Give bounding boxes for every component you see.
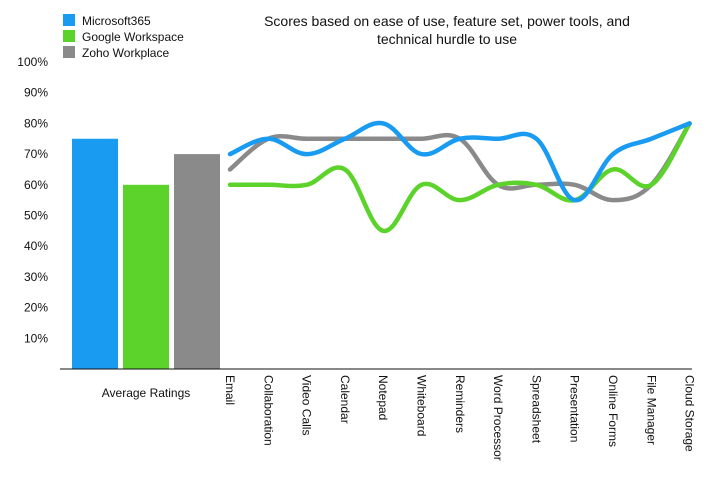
legend-label-google-workspace: Google Workspace bbox=[82, 30, 184, 44]
x-tick-label: Notepad bbox=[376, 375, 390, 420]
x-tick-label: Calendar bbox=[338, 375, 352, 424]
bar-zoho-workplace bbox=[174, 154, 220, 369]
y-tick-label: 100% bbox=[17, 55, 48, 69]
legend-swatch-microsoft365 bbox=[63, 14, 75, 26]
x-tick-label: Online Forms bbox=[606, 375, 620, 447]
y-tick-label: 70% bbox=[24, 147, 48, 161]
x-tick-label: Cloud Storage bbox=[683, 375, 697, 452]
chart-title-line-1: Scores based on ease of use, feature set… bbox=[264, 13, 630, 29]
y-tick-label: 40% bbox=[24, 239, 48, 253]
line-zoho-workplace bbox=[227, 121, 692, 203]
bar-microsoft365 bbox=[72, 138, 118, 369]
legend-swatch-google-workspace bbox=[63, 30, 75, 42]
x-tick-label: File Manager bbox=[644, 375, 658, 445]
legend-label-zoho-workplace: Zoho Workplace bbox=[82, 46, 169, 60]
legend-label-microsoft365: Microsoft365 bbox=[82, 14, 151, 28]
bar-google-workspace bbox=[123, 184, 169, 369]
line-series bbox=[227, 120, 692, 234]
y-tick-label: 10% bbox=[24, 331, 48, 345]
x-tick-label: Collaboration bbox=[261, 375, 275, 446]
x-tick-label: Word Processor bbox=[491, 375, 505, 461]
x-tick-label: Email bbox=[223, 375, 237, 405]
y-axis: 10% 20% 30% 40% 50% 60% 70% 80% 90% 100% bbox=[17, 55, 48, 345]
y-tick-label: 90% bbox=[24, 86, 48, 100]
x-tick-label: Presentation bbox=[568, 375, 582, 442]
chart-title: Scores based on ease of use, feature set… bbox=[264, 13, 630, 47]
y-tick-label: 50% bbox=[24, 209, 48, 223]
legend-swatch-zoho-workplace bbox=[63, 46, 75, 58]
y-tick-label: 60% bbox=[24, 178, 48, 192]
y-tick-label: 80% bbox=[24, 116, 48, 130]
bar-category-axis: Average Ratings bbox=[102, 386, 191, 400]
y-tick-label: 30% bbox=[24, 270, 48, 284]
x-tick-label: Spreadsheet bbox=[529, 375, 543, 444]
legend: Microsoft365 Google Workspace Zoho Workp… bbox=[63, 14, 184, 60]
x-axis-labels: Email Collaboration Video Calls Calendar Not… bbox=[223, 375, 697, 461]
x-tick-label: Video Calls bbox=[300, 375, 314, 435]
chart-title-line-2: technical hurdle to use bbox=[377, 31, 517, 47]
x-tick-label: Reminders bbox=[453, 375, 467, 433]
bar-series bbox=[72, 138, 220, 369]
y-tick-label: 20% bbox=[24, 301, 48, 315]
line-microsoft365 bbox=[227, 120, 692, 203]
x-tick-label: Whiteboard bbox=[415, 375, 429, 436]
bar-category-label: Average Ratings bbox=[102, 386, 191, 400]
line-google-workspace bbox=[227, 121, 692, 234]
